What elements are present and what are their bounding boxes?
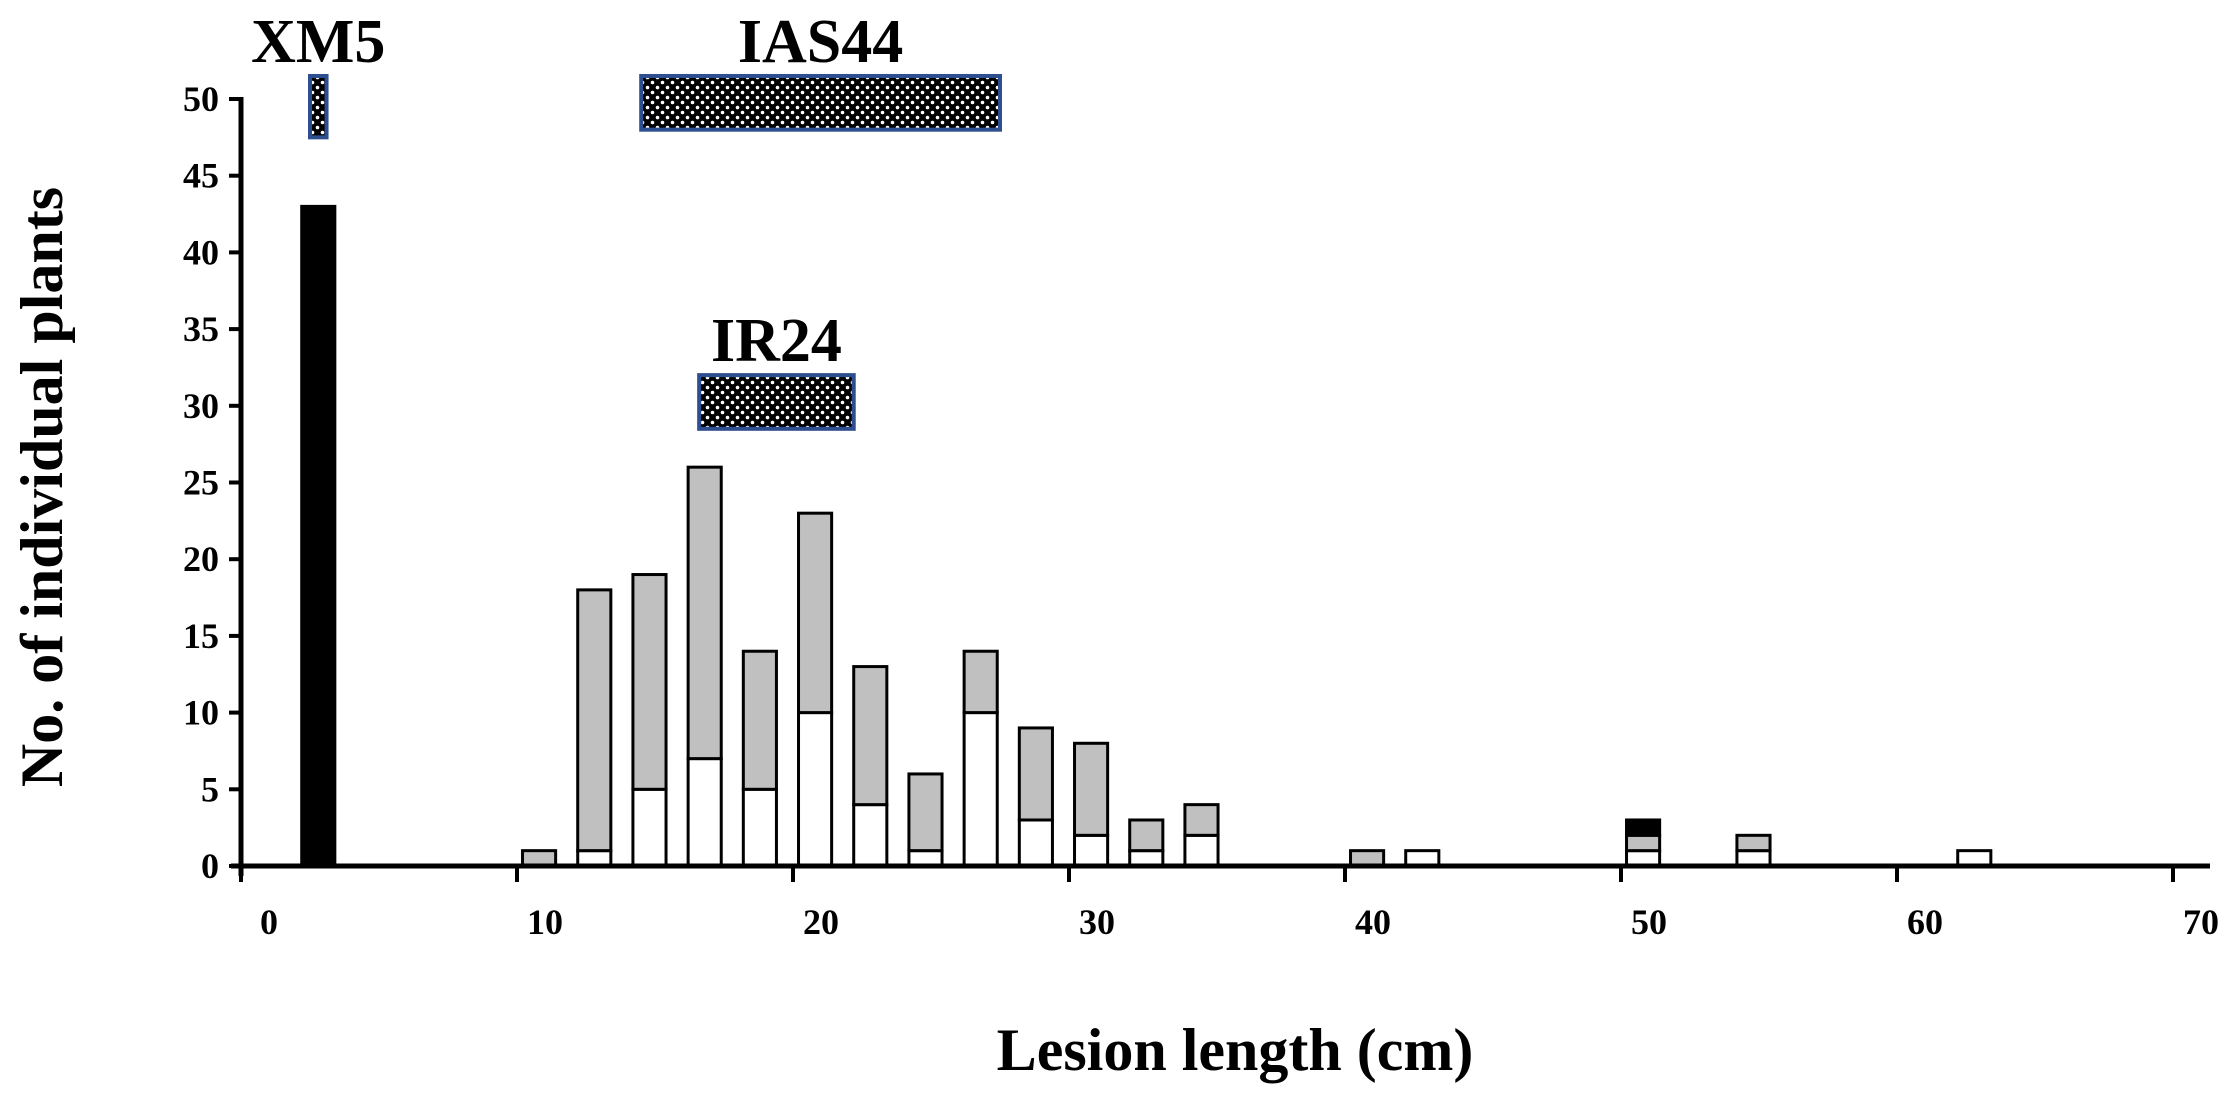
bar-s1-2 xyxy=(631,573,668,791)
y-tick-label-0: 0 xyxy=(201,846,219,886)
y-tick-label-5: 5 xyxy=(201,769,219,809)
bar-s0-6 xyxy=(852,803,889,868)
bar-s1-3 xyxy=(686,465,723,761)
bar-s0-3 xyxy=(686,757,723,868)
y-axis-title: No. of individual plants xyxy=(9,187,75,787)
parent-ranges: XM5 IAS44 IR24 xyxy=(251,8,1002,431)
range-label-xm5: XM5 xyxy=(251,8,385,76)
range-label-ir24: IR24 xyxy=(711,307,842,375)
range-box-ir24 xyxy=(697,373,856,431)
x-tick-label-10: 10 xyxy=(527,902,563,942)
x-tick-label-20: 20 xyxy=(803,902,839,942)
y-tick-label-15: 15 xyxy=(183,616,219,656)
y-tick-label-10: 10 xyxy=(183,693,219,733)
range-box-xm5 xyxy=(308,73,329,140)
x-tick-label-60: 60 xyxy=(1907,902,1943,942)
range-box-ias44 xyxy=(639,73,1002,132)
x-tick-label-40: 40 xyxy=(1355,902,1391,942)
bar-s1-4 xyxy=(741,649,778,791)
x-tick-label-50: 50 xyxy=(1631,902,1667,942)
bar-s0-2 xyxy=(631,787,668,868)
bar-s0-4 xyxy=(741,787,778,868)
y-tick-label-50: 50 xyxy=(183,79,219,119)
y-tick-label-25: 25 xyxy=(183,463,219,503)
bar-s1-16 xyxy=(1735,833,1772,853)
bar-s0-12 xyxy=(1183,833,1220,868)
x-tick-label-30: 30 xyxy=(1079,902,1115,942)
bar-s0-10 xyxy=(1073,833,1110,868)
y-tick-label-20: 20 xyxy=(183,539,219,579)
y-tick-label-45: 45 xyxy=(183,156,219,196)
y-tick-label-30: 30 xyxy=(183,386,219,426)
bar-s1-15 xyxy=(1625,833,1662,853)
y-tick-label-35: 35 xyxy=(183,309,219,349)
bar-s0-9 xyxy=(1017,818,1054,868)
bar-s1-9 xyxy=(1017,726,1054,822)
bar-s1-1 xyxy=(576,588,613,853)
range-label-ias44: IAS44 xyxy=(738,8,903,76)
bar-s1-5 xyxy=(797,511,834,715)
bar-s1-11 xyxy=(1128,818,1165,853)
y-tick-label-40: 40 xyxy=(183,232,219,272)
axes: 0 5 10 15 20 25 30 35 40 45 50 0 10 20 30 40 50 60 70 xyxy=(183,79,2219,942)
bars xyxy=(300,204,1993,868)
bar-s1-6 xyxy=(852,665,889,807)
x-tick-label-0: 0 xyxy=(260,902,278,942)
x-tick-label-70: 70 xyxy=(2183,902,2219,942)
bar-s2-0 xyxy=(300,204,337,868)
bar-s2-1 xyxy=(1625,818,1662,837)
x-axis-title: Lesion length (cm) xyxy=(997,1017,1474,1083)
bar-s1-10 xyxy=(1073,741,1110,837)
bar-s0-5 xyxy=(797,711,834,868)
bar-s1-8 xyxy=(962,649,999,715)
bar-s0-8 xyxy=(962,711,999,868)
bar-s1-12 xyxy=(1183,803,1220,837)
bar-s1-7 xyxy=(907,772,944,853)
